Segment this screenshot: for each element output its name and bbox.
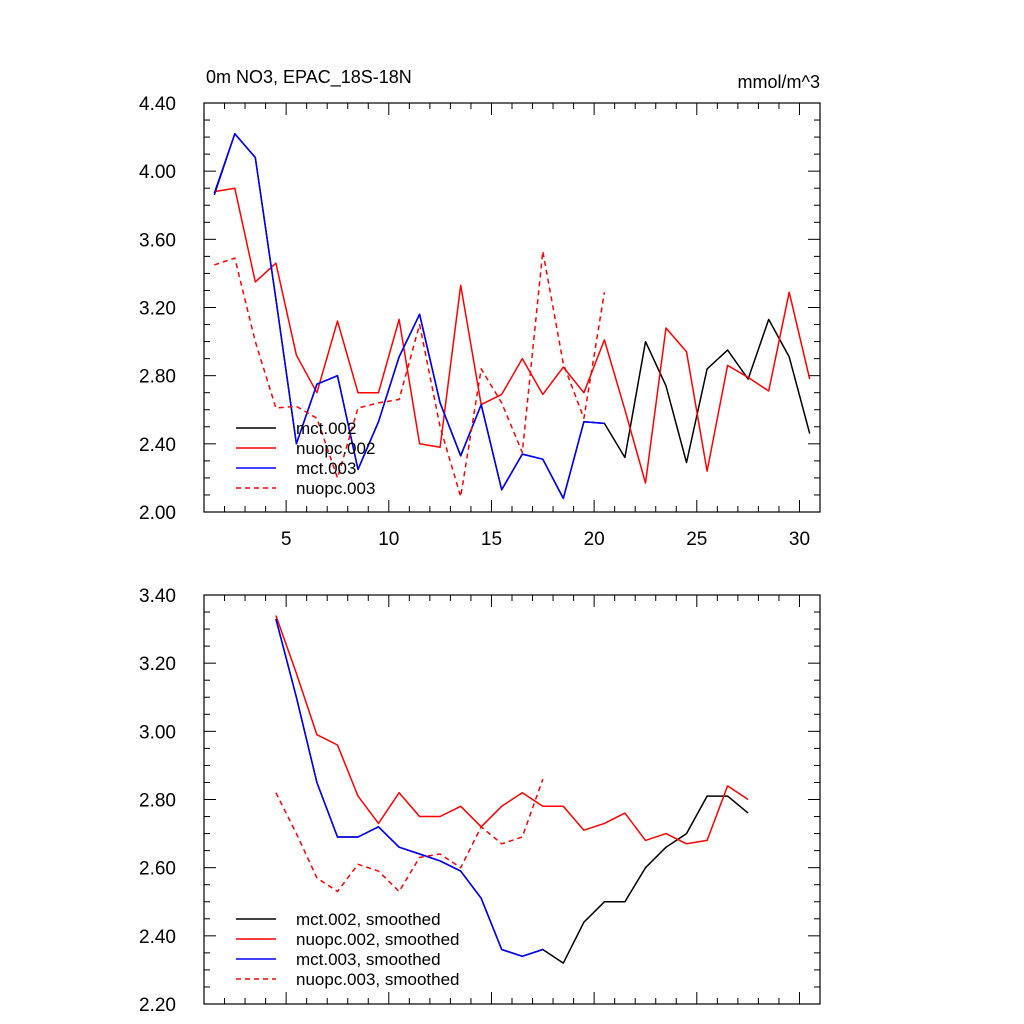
y-tick-label: 3.00 <box>139 722 176 743</box>
y-tick-label: 2.60 <box>139 859 176 880</box>
y-tick-label: 3.40 <box>139 586 176 607</box>
y-tick-label: 2.40 <box>139 927 176 948</box>
y-tick-label: 2.40 <box>139 435 176 456</box>
x-tick-label: 30 <box>789 529 810 550</box>
legend-label: mct.002, smoothed <box>296 910 441 929</box>
legend-label: nuopc.002, smoothed <box>296 930 460 949</box>
top-panel: 5 10 15 20 25 30 2.00 2.40 2.80 3.20 3.60 4.00 4.40 0… <box>139 67 821 550</box>
series-line-mct-003 <box>213 132 605 500</box>
y-tick-label: 4.40 <box>139 94 176 115</box>
y-tick-label: 3.60 <box>139 230 176 251</box>
legend-label: mct.003 <box>296 459 356 478</box>
chart-title: 0m NO3, EPAC_18S-18N <box>206 67 412 88</box>
y-tick-label: 3.20 <box>139 654 176 675</box>
series-line-mct-003-smoothed <box>275 618 544 958</box>
legend-label: nuopc.003 <box>296 479 375 498</box>
x-tick-label: 15 <box>481 529 502 550</box>
legend-label: mct.003, smoothed <box>296 950 441 969</box>
y-tick-label: 3.20 <box>139 299 176 320</box>
units-label: mmol/m^3 <box>738 72 820 92</box>
x-tick-label: 10 <box>378 529 399 550</box>
legend-label: nuopc.002 <box>296 439 375 458</box>
x-tick-label: 20 <box>584 529 605 550</box>
series-line-nuopc-002-smoothed <box>275 615 749 845</box>
series-line-nuopc-003-smoothed <box>275 778 544 893</box>
y-tick-label: 2.80 <box>139 367 176 388</box>
y-tick-label: 2.00 <box>139 503 176 524</box>
x-tick-label: 5 <box>281 529 292 550</box>
series-line-nuopc-002 <box>214 187 811 484</box>
legend-label: nuopc.003, smoothed <box>296 970 460 989</box>
y-tick-label: 4.00 <box>139 162 176 183</box>
series-line-nuopc-003 <box>214 250 606 498</box>
y-tick-label: 2.20 <box>139 995 176 1016</box>
bottom-panel: 2.20 2.40 2.60 2.80 3.00 3.20 3.40 mct.002, smo… <box>139 586 821 1016</box>
legend-label: mct.002 <box>296 419 356 438</box>
y-tick-label: 2.80 <box>139 791 176 812</box>
x-tick-label: 25 <box>686 529 707 550</box>
